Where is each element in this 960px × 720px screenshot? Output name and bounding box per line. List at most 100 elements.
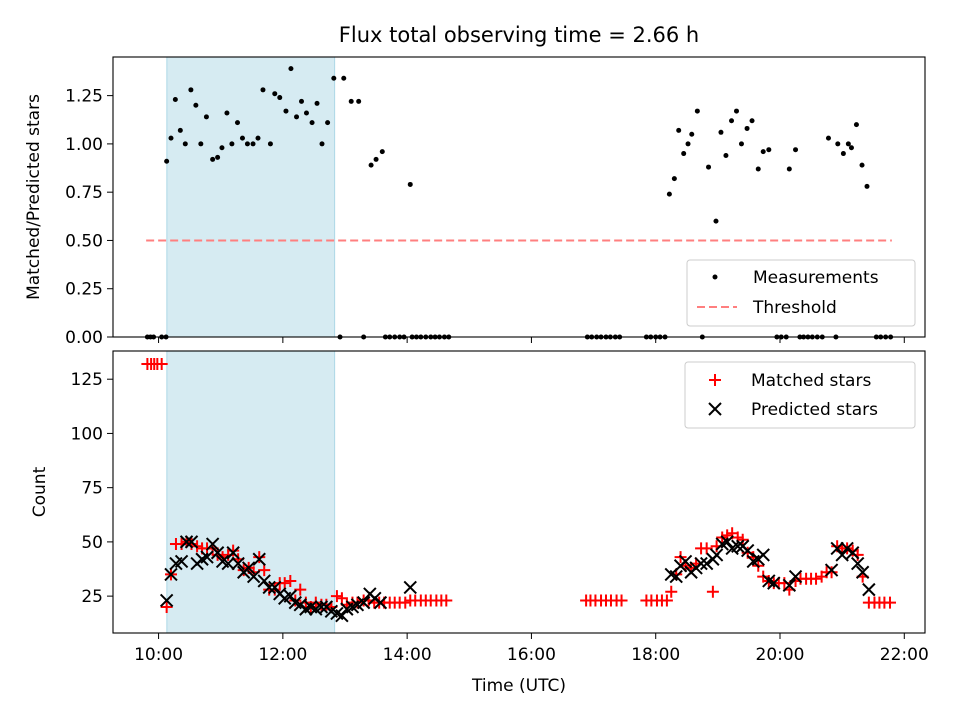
measurement-point: [303, 110, 309, 116]
matched-legend-marker: [709, 374, 721, 386]
measurement-point: [729, 118, 735, 124]
measurement-point: [164, 158, 170, 164]
measurement-point: [239, 135, 245, 141]
measurement-point: [219, 145, 225, 151]
measurement-point: [341, 75, 347, 81]
y-tick-label: 125: [71, 370, 103, 390]
measurement-point: [215, 154, 221, 160]
measurement-point: [749, 118, 755, 124]
top-legend-box: [686, 259, 916, 327]
x-tick-label: 20:00: [756, 645, 805, 665]
predicted-stars-point: [403, 580, 417, 595]
predicted-stars-point: [731, 539, 745, 553]
measurement-point: [331, 75, 337, 81]
measurement-point: [182, 141, 188, 147]
matched-stars-point: [700, 542, 713, 555]
predicted-stars-point: [694, 556, 708, 571]
measurement-point: [224, 110, 230, 116]
bottom-axes-frame: [112, 350, 926, 634]
measurement-point: [272, 91, 278, 97]
measurement-point: [177, 127, 183, 133]
matched-stars-point: [660, 594, 673, 607]
y-tick-label: 50: [81, 533, 103, 553]
measurement-point: [676, 127, 682, 133]
x-tick-label: 16:00: [507, 645, 556, 665]
predicted-stars-point: [855, 565, 870, 579]
predicted-stars-point: [205, 537, 220, 551]
measurement-point: [244, 141, 250, 147]
bottom-y-axis-label: Count: [30, 466, 50, 517]
measurement-point: [368, 162, 374, 168]
predicted-stars-point: [210, 546, 225, 560]
measurement-point: [267, 141, 273, 147]
bottom-plot-area: [141, 358, 896, 623]
bottom-y-ticks: 25 50 75 100 125: [71, 370, 113, 607]
matched-stars-point: [825, 566, 838, 579]
measurement-point: [379, 149, 385, 155]
predicted-stars-point: [179, 535, 194, 549]
predicted-stars-point: [720, 535, 734, 549]
measurement-point: [713, 218, 719, 224]
predicted-stars-point: [159, 593, 174, 608]
measurement-point: [835, 141, 841, 147]
predicted-stars-point: [226, 546, 240, 560]
y-tick-label: 75: [81, 479, 103, 499]
measurement-point: [229, 141, 235, 147]
predicted-stars-point: [835, 548, 849, 562]
predicted-stars-point: [231, 556, 245, 571]
matched-stars-point: [883, 596, 896, 609]
measurement-point: [172, 96, 178, 102]
predicted-stars-point: [241, 561, 256, 575]
measurement-point: [294, 114, 300, 120]
measurement-point: [198, 141, 204, 147]
measurement-point: [309, 120, 315, 126]
top-x-ticks: [158, 337, 905, 343]
matched-stars-point: [258, 564, 271, 577]
y-tick-label: 0.50: [65, 231, 103, 251]
x-tick-label: 14:00: [383, 645, 432, 665]
measurement-point: [299, 98, 304, 104]
y-tick-label: 0.25: [65, 280, 103, 300]
matched-stars-point: [440, 594, 453, 607]
matched-stars-point: [615, 594, 628, 607]
bottom-panel: 25 50 75 100 125 10:00 12:00 14:00 16:00 18:00 20…: [30, 350, 929, 696]
measurement-point: [694, 108, 700, 114]
matched-stars-point: [160, 600, 173, 613]
measurement-point: [234, 120, 240, 126]
top-plot-area: [144, 66, 894, 340]
matched-stars-point: [706, 585, 719, 598]
predicted-stars-point: [252, 552, 266, 566]
top-panel: 0.00 0.25 0.50 0.75 1.00 1.25 Matched/Predict…: [24, 56, 926, 348]
measurement-point: [689, 131, 695, 137]
predicted-stars-point: [373, 595, 388, 610]
predicted-stars-point: [740, 543, 755, 558]
y-tick-label: 100: [71, 424, 103, 444]
predicted-stars-point: [200, 550, 214, 564]
matched-stars-point: [278, 577, 291, 590]
predicted-stars-point: [782, 578, 797, 592]
matched-legend-label: Matched stars: [751, 371, 871, 391]
measurements-legend-label: Measurements: [753, 268, 879, 288]
predicted-stars-point: [678, 554, 693, 569]
predicted-stars-point: [788, 569, 803, 584]
top-y-axis-label: Matched/Predicted stars: [24, 94, 44, 300]
predicted-stars-point: [845, 546, 860, 560]
predicted-stars-point: [756, 548, 770, 562]
measurement-point: [786, 166, 792, 172]
predicted-stars-point: [268, 580, 282, 595]
measurement-point: [718, 129, 724, 135]
matched-stars-point: [253, 551, 266, 564]
predicted-stars-point: [767, 576, 781, 590]
matched-stars-point: [810, 572, 823, 585]
predicted-stars-point: [709, 548, 724, 562]
measurement-point: [685, 141, 691, 147]
chart-title: Flux total observing time = 2.66 h: [339, 23, 699, 47]
predicted-stars-point: [314, 600, 329, 614]
measurement-point: [766, 147, 772, 153]
matched-stars-point: [227, 544, 240, 557]
predicted-stars-point: [174, 554, 189, 569]
measurement-point: [681, 151, 687, 157]
measurement-point: [840, 151, 846, 157]
predicted-stars-point: [824, 563, 839, 577]
y-tick-label: 1.25: [65, 87, 103, 107]
